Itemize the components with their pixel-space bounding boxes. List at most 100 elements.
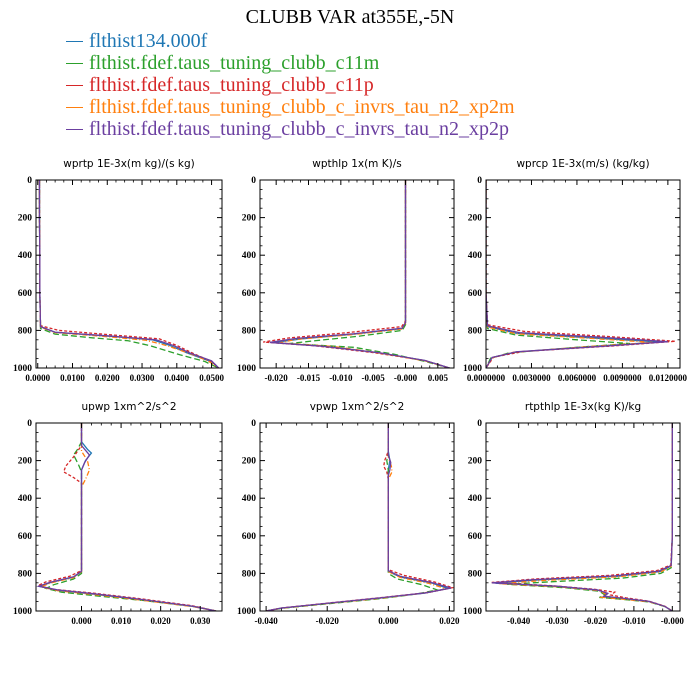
- legend-line-swatch: [66, 107, 83, 108]
- x-tick-label: -0.030: [545, 616, 569, 626]
- x-tick-label: 0.0500: [199, 373, 224, 383]
- y-tick-label: 200: [468, 457, 483, 467]
- panel-title: rtpthlp 1E-3x(kg K)/kg: [525, 401, 641, 413]
- legend-label: flthist.fdef.taus_tuning_clubb_c_invrs_t…: [89, 118, 509, 140]
- x-tick-label: -0.015: [297, 373, 321, 383]
- series-line: [495, 423, 673, 611]
- legend-label: flthist.fdef.taus_tuning_clubb_c_invrs_t…: [89, 96, 515, 118]
- y-tick-label: 400: [242, 494, 257, 504]
- y-tick-label: 400: [18, 251, 33, 261]
- y-tick-label: 1000: [13, 607, 32, 617]
- legend-line-swatch: [66, 63, 83, 64]
- x-tick-label: -0.010: [622, 616, 646, 626]
- series-line: [486, 180, 653, 368]
- panel-title: wprcp 1E-3x(m/s) (kg/kg): [516, 158, 649, 170]
- y-tick-label: 1000: [237, 364, 256, 374]
- y-tick-label: 1000: [463, 607, 482, 617]
- y-tick-label: 400: [468, 494, 483, 504]
- x-tick-label: 0.010: [111, 616, 132, 626]
- x-tick-label: 0.0090000: [603, 373, 642, 383]
- chart-panel: upwp 1xm^2/s^2 0 200 400 600 800 1000 0.000 0.01…: [13, 401, 223, 626]
- x-tick-label: -0.000: [661, 616, 685, 626]
- series-line: [38, 180, 219, 368]
- chart-panel: vpwp 1xm^2/s^2 0 200 400 600 800 1000-0.040 -0.…: [237, 401, 460, 626]
- y-tick-label: 800: [18, 326, 33, 336]
- panel-title: wpthlp 1x(m K)/s: [312, 158, 402, 170]
- plot-frame: [35, 179, 223, 369]
- x-tick-label: -0.005: [362, 373, 386, 383]
- series-line: [36, 423, 217, 611]
- x-tick-label: 0.030: [190, 616, 211, 626]
- y-tick-label: 200: [242, 457, 257, 467]
- y-tick-label: 0: [27, 419, 32, 429]
- y-tick-label: 0: [251, 419, 256, 429]
- legend-line-swatch: [66, 41, 83, 42]
- x-tick-label: 0.0300: [130, 373, 155, 383]
- panel-title: vpwp 1xm^2/s^2: [310, 401, 405, 413]
- y-tick-label: 1000: [463, 364, 482, 374]
- y-tick-label: 0: [27, 176, 32, 186]
- x-tick-label: 0.0200: [95, 373, 120, 383]
- series-line: [269, 180, 450, 368]
- y-tick-label: 0: [477, 176, 482, 186]
- chart-panel: wpthlp 1x(m K)/s02004006008001000-0.020-…: [237, 158, 455, 383]
- y-tick-label: 800: [242, 326, 257, 336]
- x-tick-label: -0.020: [584, 616, 608, 626]
- x-tick-label: 0.0100: [60, 373, 85, 383]
- y-tick-label: 1000: [237, 607, 256, 617]
- legend-label: flthist.fdef.taus_tuning_clubb_c11m: [89, 52, 380, 74]
- plot-frame: [259, 422, 455, 612]
- y-tick-label: 800: [242, 569, 257, 579]
- series-line: [265, 423, 451, 611]
- x-tick-label: -0.040: [507, 616, 531, 626]
- chart-panel: rtpthlp 1E-3x(kg K)/kg 0 200 400 600 800 1000 -…: [463, 401, 684, 626]
- y-tick-label: 600: [242, 289, 257, 299]
- x-tick-label: 0.000: [378, 616, 399, 626]
- series-line: [491, 423, 673, 611]
- series-line: [272, 180, 450, 368]
- x-tick-label: 0.0060000: [558, 373, 597, 383]
- chart-panel: wprtp 1E-3x(m kg)/(s kg) 0 200 400 600 800 100…: [13, 158, 224, 383]
- x-tick-label: 0.0030000: [512, 373, 551, 383]
- y-tick-label: 600: [18, 532, 33, 542]
- series-line: [486, 180, 668, 368]
- y-tick-label: 200: [468, 214, 483, 224]
- series-line: [38, 180, 219, 368]
- x-tick-label: 0.0400: [164, 373, 189, 383]
- x-tick-label: 0.0000: [25, 373, 50, 383]
- y-tick-label: 400: [468, 251, 483, 261]
- series-line: [265, 423, 440, 611]
- series-line: [486, 180, 631, 368]
- x-tick-label: 0.020: [439, 616, 460, 626]
- series-line: [265, 423, 452, 611]
- x-tick-label: -0.040: [254, 616, 278, 626]
- y-tick-label: 600: [468, 532, 483, 542]
- x-tick-label: 0.000: [71, 616, 92, 626]
- y-tick-label: 1000: [13, 364, 32, 374]
- series-line: [38, 180, 219, 368]
- series-line: [265, 423, 447, 611]
- chart-panel: wprcp 1E-3x(m/s) (kg/kg) 0 200 400 600 800 100…: [463, 158, 688, 383]
- y-tick-label: 400: [18, 494, 33, 504]
- series-line: [289, 180, 450, 368]
- series-line: [265, 423, 454, 611]
- series-line: [43, 423, 217, 611]
- x-tick-label: -0.020: [265, 373, 289, 383]
- y-tick-label: 0: [477, 419, 482, 429]
- page-title: CLUBB VAR at355E,-5N: [245, 6, 455, 28]
- y-tick-label: 200: [242, 214, 257, 224]
- x-tick-label: 0.020: [151, 616, 172, 626]
- series-line: [36, 423, 217, 611]
- y-tick-label: 800: [18, 569, 33, 579]
- x-tick-label: -0.000: [394, 373, 418, 383]
- y-tick-label: 200: [18, 457, 33, 467]
- x-tick-label: 0.0000000: [467, 373, 506, 383]
- y-tick-label: 600: [18, 289, 33, 299]
- series-line: [279, 180, 450, 368]
- legend-label: flthist134.000f: [89, 30, 208, 52]
- x-tick-label: -0.020: [316, 616, 340, 626]
- y-tick-label: 0: [251, 176, 256, 186]
- x-tick-label: 0.0120000: [649, 373, 688, 383]
- y-tick-label: 800: [468, 326, 483, 336]
